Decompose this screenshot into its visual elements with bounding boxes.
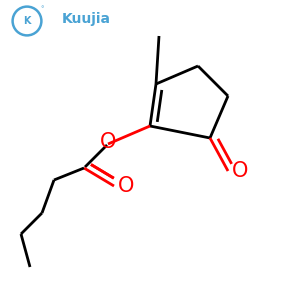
- Text: Kuujia: Kuujia: [61, 13, 110, 26]
- Text: O: O: [100, 133, 116, 152]
- Text: °: °: [40, 7, 44, 13]
- Text: O: O: [118, 176, 134, 196]
- Text: O: O: [232, 161, 248, 181]
- Text: K: K: [23, 16, 31, 26]
